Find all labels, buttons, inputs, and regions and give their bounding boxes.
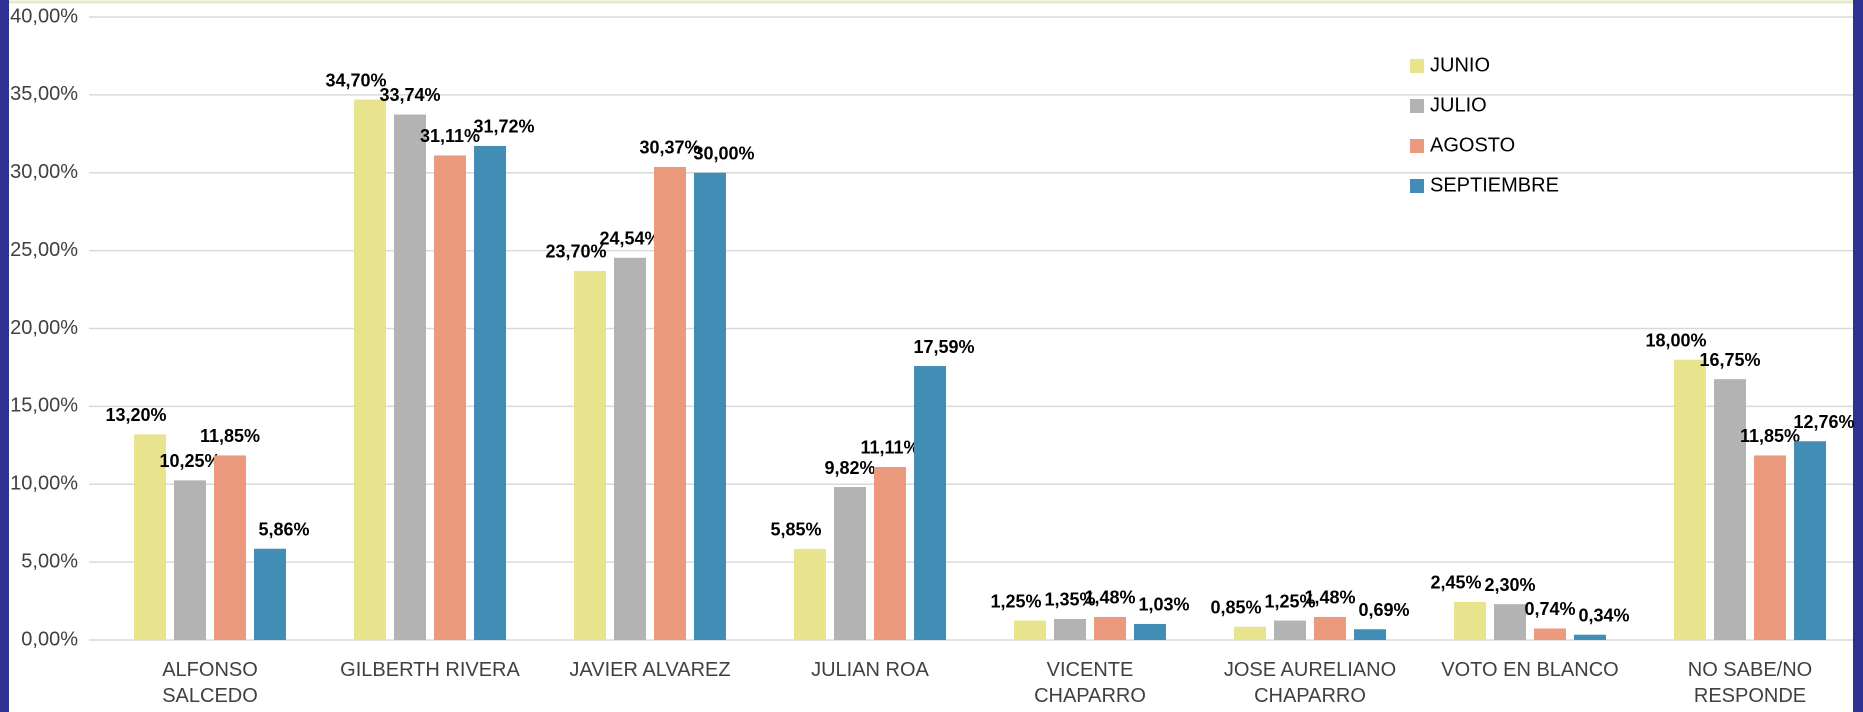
legend-swatch xyxy=(1410,179,1424,193)
bar xyxy=(434,155,466,641)
bar xyxy=(1314,616,1346,640)
value-label: 11,85% xyxy=(200,426,260,446)
y-tick-label: 20,00% xyxy=(10,317,78,339)
value-label: 1,03% xyxy=(1138,595,1189,615)
bar xyxy=(834,487,866,640)
value-label: 5,86% xyxy=(258,519,309,539)
value-label: 1,48% xyxy=(1304,588,1355,608)
bar xyxy=(1494,604,1526,640)
value-label: 16,75% xyxy=(1699,350,1760,370)
bar xyxy=(1534,628,1566,640)
legend-label: JUNIO xyxy=(1430,54,1490,76)
value-label: 1,25% xyxy=(1264,591,1315,611)
y-tick-label: 0,00% xyxy=(21,628,78,650)
bar xyxy=(654,166,686,640)
legend-label: AGOSTO xyxy=(1430,134,1515,156)
value-label: 30,00% xyxy=(693,144,754,164)
x-tick-label: JAVIER ALVAREZ xyxy=(569,659,731,681)
left-border xyxy=(0,0,9,712)
bar xyxy=(1794,441,1826,640)
bar xyxy=(1454,601,1486,640)
value-label: 9,82% xyxy=(824,458,875,478)
value-label: 0,34% xyxy=(1578,605,1629,625)
value-label: 33,74% xyxy=(379,85,440,105)
value-label: 1,48% xyxy=(1084,588,1135,608)
x-tick-label: JOSE AURELIANO CHAPARRO xyxy=(1223,659,1397,707)
bar xyxy=(174,480,206,640)
legend-swatch xyxy=(1410,99,1424,113)
y-tick-label: 25,00% xyxy=(10,239,78,261)
bar xyxy=(214,455,246,640)
value-label: 0,74% xyxy=(1524,599,1575,619)
bar xyxy=(1234,626,1266,640)
bar xyxy=(694,172,726,640)
value-label: 2,30% xyxy=(1484,575,1535,595)
value-label: 17,59% xyxy=(913,337,974,357)
bar xyxy=(1054,618,1086,640)
bar xyxy=(794,548,826,640)
y-tick-label: 35,00% xyxy=(10,83,78,105)
bar xyxy=(574,270,606,640)
value-label: 11,11% xyxy=(860,438,919,458)
right-border xyxy=(1853,0,1863,712)
legend-swatch xyxy=(1410,59,1424,73)
y-tick-label: 40,00% xyxy=(10,5,78,27)
value-label: 0,85% xyxy=(1210,598,1261,618)
value-label: 24,54% xyxy=(599,229,660,249)
legend-label: SEPTIEMBRE xyxy=(1430,174,1559,196)
bar xyxy=(354,99,386,641)
bar xyxy=(474,145,506,640)
value-label: 0,69% xyxy=(1358,600,1409,620)
bar xyxy=(1014,620,1046,640)
bar xyxy=(134,434,166,640)
bar xyxy=(1714,379,1746,640)
bar xyxy=(614,257,646,640)
x-tick-label: GILBERTH RIVERA xyxy=(340,659,520,681)
value-label: 12,76% xyxy=(1793,412,1854,432)
value-label: 31,72% xyxy=(473,117,534,137)
bar xyxy=(1674,359,1706,640)
bar xyxy=(914,366,946,640)
x-tick-label: VICENTE CHAPARRO xyxy=(1034,659,1146,707)
bar xyxy=(1574,634,1606,640)
value-label: 5,85% xyxy=(770,520,821,540)
value-label: 30,37% xyxy=(639,138,700,158)
value-label: 13,20% xyxy=(105,405,166,425)
legend-swatch xyxy=(1410,139,1424,153)
value-label: 11,85% xyxy=(1740,426,1800,446)
value-label: 1,35% xyxy=(1044,590,1095,610)
bar xyxy=(1134,623,1166,640)
bar xyxy=(1354,629,1386,640)
y-tick-label: 15,00% xyxy=(10,395,78,417)
y-tick-label: 5,00% xyxy=(21,550,78,572)
x-tick-label: ALFONSO SALCEDO xyxy=(162,659,258,707)
bar xyxy=(1274,620,1306,640)
y-tick-label: 30,00% xyxy=(10,161,78,183)
legend-label: JULIO xyxy=(1430,94,1487,116)
value-label: 2,45% xyxy=(1430,573,1481,593)
value-label: 34,70% xyxy=(325,70,386,90)
value-label: 31,11% xyxy=(420,126,480,146)
bar xyxy=(394,114,426,640)
value-label: 1,25% xyxy=(990,591,1041,611)
x-tick-label: NO SABE/NO RESPONDE xyxy=(1687,659,1813,707)
bar xyxy=(1754,455,1786,640)
x-tick-label: VOTO EN BLANCO xyxy=(1441,659,1619,681)
bar xyxy=(1094,616,1126,640)
value-label: 10,25% xyxy=(159,451,220,471)
bar xyxy=(874,466,906,640)
y-tick-label: 10,00% xyxy=(10,473,78,495)
x-tick-label: JULIAN ROA xyxy=(811,659,929,681)
bar xyxy=(254,548,286,640)
value-label: 23,70% xyxy=(545,242,606,262)
value-label: 18,00% xyxy=(1645,330,1706,350)
